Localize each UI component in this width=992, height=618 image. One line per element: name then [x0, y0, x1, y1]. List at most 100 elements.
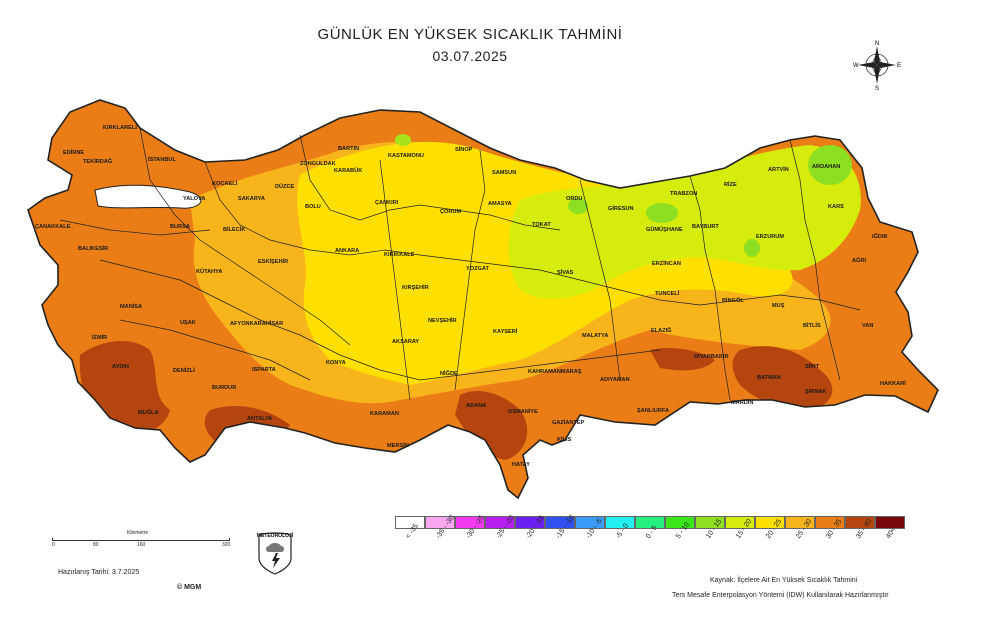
label-adiyaman: ADIYAMAN — [600, 377, 630, 383]
source-text: Kaynak: İlçelere Ait En Yüksek Sıcaklık … — [710, 577, 858, 584]
legend-swatch — [665, 516, 695, 529]
label-antalya: ANTALYA — [247, 416, 272, 422]
label-amasya: AMASYA — [488, 201, 512, 207]
scale-tick-2: 160 — [137, 542, 146, 548]
label-trabzon: TRABZON — [670, 191, 697, 197]
label-malatya: MALATYA — [582, 333, 608, 339]
label-mardin: MARDİN — [731, 399, 753, 406]
legend-swatch — [815, 516, 845, 529]
label-hakkari: HAKKARİ — [880, 380, 906, 387]
scale-tick-3: 320 — [222, 542, 231, 548]
label-denizli: DENİZLİ — [173, 367, 195, 374]
label-gumushane: GÜMÜŞHANE — [646, 226, 683, 233]
label-edirne: EDİRNE — [63, 149, 84, 156]
zone-15-20-kastamonu — [395, 134, 411, 146]
legend-swatch — [695, 516, 725, 529]
label-corum: ÇORUM — [440, 209, 461, 215]
legend-swatch — [845, 516, 875, 529]
compass-e: E — [897, 63, 901, 69]
label-sivas: SİVAS — [557, 269, 574, 276]
label-sanliurfa: ŞANLIURFA — [637, 408, 669, 414]
label-kirikkale: KIRIKKALE — [384, 252, 415, 258]
label-isparta: ISPARTA — [252, 367, 276, 373]
label-duzce: DÜZCE — [275, 183, 295, 190]
legend-swatch — [485, 516, 515, 529]
label-osmaniye: OSMANİYE — [508, 408, 538, 415]
legend-swatch — [605, 516, 635, 529]
label-kayseri: KAYSERİ — [493, 328, 518, 335]
label-adana: ADANA — [466, 403, 486, 409]
label-siirt: SİİRT — [805, 363, 820, 370]
prepared-date: Hazırlanış Tarihi: 3.7.2025 — [58, 569, 140, 576]
label-karabuk: KARABÜK — [334, 167, 362, 174]
label-batman: BATMAN — [757, 375, 781, 381]
label-konya: KONYA — [326, 360, 346, 366]
scale-title: Kilometre — [127, 530, 149, 536]
label-artvin: ARTVİN — [768, 166, 789, 173]
label-bingol: BİNGÖL — [722, 297, 744, 304]
label-aksaray: AKSARAY — [392, 339, 419, 345]
label-van: VAN — [862, 323, 873, 329]
label-elazig: ELAZIĞ — [651, 326, 672, 334]
label-erzurum: ERZURUM — [756, 234, 784, 240]
compass-s: S — [875, 86, 879, 90]
label-agri: AĞRI — [852, 256, 866, 264]
label-manisa: MANİSA — [120, 303, 142, 310]
province-borders — [59, 127, 861, 401]
label-gaziantep: GAZİANTEP — [552, 419, 585, 426]
zone-35-40-siirt — [732, 346, 833, 410]
label-kocaeli: KOCAELİ — [212, 180, 238, 187]
label-yozgat: YOZGAT — [466, 266, 489, 272]
label-bayburt: BAYBURT — [692, 224, 719, 230]
label-ardahan: ARDAHAN — [812, 164, 840, 170]
label-izmir: İZMİR — [92, 334, 107, 341]
label-burdur: BURDUR — [212, 385, 236, 391]
zone-15-20 — [508, 145, 861, 299]
label-kastamonu: KASTAMONU — [388, 153, 424, 159]
legend-swatch — [425, 516, 455, 529]
label-erzincan: ERZİNCAN — [652, 260, 681, 267]
legend-swatch — [395, 516, 425, 529]
province-labels: KIRKLARELİ EDİRNE TEKİRDAĞ İSTANBUL KOCA… — [35, 124, 906, 468]
meteoroloji-logo: METEOROLOJİ — [257, 532, 294, 575]
label-nigde: NİĞDE — [440, 369, 458, 377]
zone-35-40-adana — [455, 390, 528, 460]
compass-w: W — [853, 63, 859, 69]
label-kilis: KİLİS — [557, 436, 572, 443]
legend-swatch — [785, 516, 815, 529]
legend-swatch — [515, 516, 545, 529]
label-diyarbakir: DİYARBAKIR — [694, 353, 729, 360]
label-tekirdag: TEKİRDAĞ — [83, 157, 112, 165]
label-kirklareli: KIRKLARELİ — [103, 124, 137, 131]
label-canakkale: ÇANAKKALE — [35, 224, 71, 230]
zone-10-15-erzurum — [744, 239, 760, 257]
label-kutahya: KÜTAHYA — [196, 268, 222, 275]
map-title: GÜNLÜK EN YÜKSEK SICAKLIK TAHMİNİ — [317, 26, 623, 43]
label-usak: UŞAK — [180, 320, 196, 326]
label-bolu: BOLU — [305, 204, 321, 210]
legend-swatch — [635, 516, 665, 529]
label-kahramanmaras: KAHRAMANMARAŞ — [528, 369, 582, 375]
legend-swatch — [875, 516, 905, 529]
zone-10-15-ardahan — [808, 145, 852, 185]
scale-tick-1: 80 — [93, 542, 99, 548]
label-karaman: KARAMAN — [370, 411, 399, 417]
label-hatay: HATAY — [512, 462, 530, 468]
legend-swatch — [575, 516, 605, 529]
label-sakarya: SAKARYA — [238, 196, 265, 202]
scale-tick-0: 0 — [52, 542, 55, 548]
label-kars: KARS — [828, 204, 844, 210]
legend-swatch — [545, 516, 575, 529]
label-cankiri: ÇANKIRI — [375, 200, 399, 206]
map-date: 03.07.2025 — [432, 48, 508, 64]
label-mus: MUŞ — [772, 303, 785, 309]
label-giresun: GİRESUN — [608, 205, 634, 212]
label-ordu: ORDU — [566, 196, 582, 202]
label-aydin: AYDIN — [112, 364, 129, 370]
legend-swatch — [755, 516, 785, 529]
label-istanbul: İSTANBUL — [148, 156, 176, 163]
label-bilecik: BİLECİK — [223, 226, 245, 233]
marmara-sea — [94, 184, 202, 209]
label-balikesir: BALIKESİR — [78, 245, 108, 252]
